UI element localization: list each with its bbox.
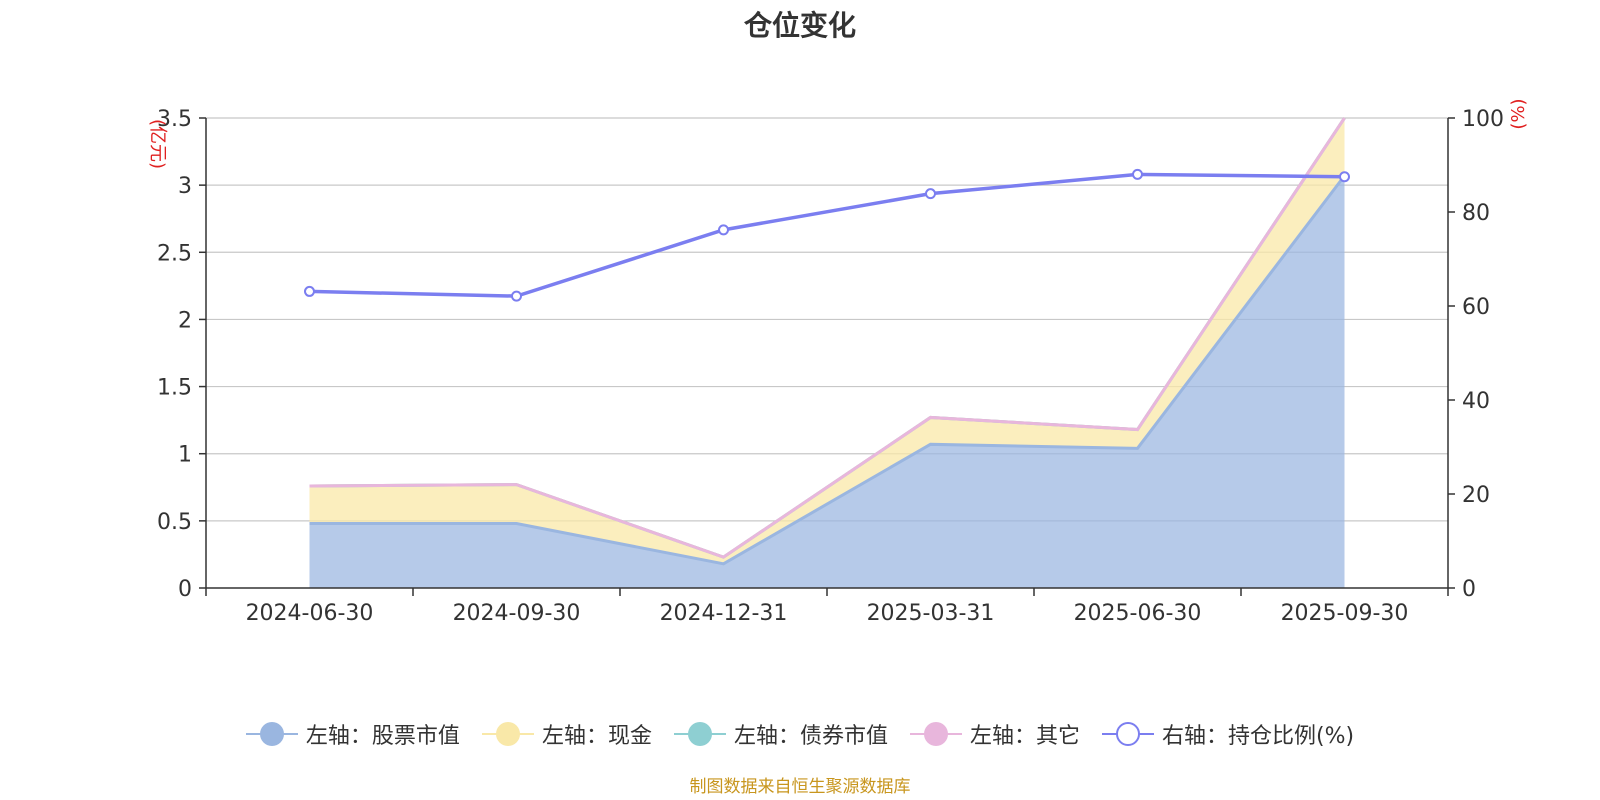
chart-title: 仓位变化 [743,9,856,42]
y-right-tick-label: 20 [1462,483,1490,508]
area-1 [309,118,1345,564]
x-tick-label: 2025-03-31 [867,601,995,626]
legend-item[interactable]: 左轴：其它 [909,718,1080,750]
legend-item[interactable]: 左轴：股票市值 [245,718,460,750]
x-tick-label: 2025-09-30 [1281,601,1409,626]
area-edge-3 [309,117,1346,559]
y-right-tick-label: 60 [1462,295,1490,320]
ratio-point [718,224,729,236]
legend-label: 左轴：股票市值 [305,724,460,749]
legend-swatch-icon [673,720,726,748]
y-right-tick-label: 80 [1462,201,1490,226]
legend-label: 右轴：持仓比例(%) [1161,724,1355,749]
legend-swatch-icon [481,720,534,748]
ratio-point [1339,171,1350,183]
x-tick-label: 2024-09-30 [453,601,581,626]
axes: 0 0.5 1 1.5 2 2.5 3 3.5 0 20 40 60 80 100 2024-06-30 20… [157,107,1504,626]
legend-label: 左轴：其它 [969,724,1080,749]
area-edge-0 [309,174,1346,566]
y-right-tick-label: 100 [1462,107,1504,132]
y-left-unit-label: (亿元) [147,119,168,169]
y-left-tick-label: 3.5 [157,107,192,132]
legend-swatch-icon [245,720,298,748]
ratio-point [304,285,315,297]
y-left-tick-label: 0.5 [157,510,192,535]
legend-label: 左轴：现金 [541,724,652,749]
legend-item[interactable]: 左轴：现金 [481,718,652,750]
ratio-point [1132,168,1143,180]
legend-item[interactable]: 左轴：债券市值 [673,718,888,750]
legend-label: 左轴：债券市值 [733,724,888,749]
y-left-tick-label: 3 [178,174,192,199]
y-right-unit-label: (%) [1508,98,1529,129]
legend-swatch-icon [1101,720,1154,748]
y-left-tick-label: 1 [178,443,192,468]
source-note: 制图数据来自恒生聚源数据库 [689,777,911,797]
x-tick-label: 2025-06-30 [1074,601,1202,626]
y-left-tick-label: 1.5 [157,376,192,401]
y-right-tick-label: 0 [1462,577,1476,602]
y-left-tick-label: 2.5 [157,241,192,266]
area-layer [309,117,1346,588]
x-tick-label: 2024-12-31 [660,601,788,626]
legend-item[interactable]: 右轴：持仓比例(%) [1101,718,1355,750]
ratio-point [511,290,522,302]
ratio-line-layer [304,168,1350,302]
area-0 [309,175,1345,588]
ratio-point [925,188,936,200]
y-left-tick-label: 0 [178,577,192,602]
y-right-tick-label: 40 [1462,389,1490,414]
x-tick-label: 2024-06-30 [246,601,374,626]
chart-legend: 左轴：股票市值 左轴：现金 左轴：债券市值 左轴：其它 右轴：持仓比例(%) [0,718,1600,750]
legend-swatch-icon [909,720,962,748]
ratio-line [309,172,1345,298]
y-left-tick-label: 2 [178,308,192,333]
